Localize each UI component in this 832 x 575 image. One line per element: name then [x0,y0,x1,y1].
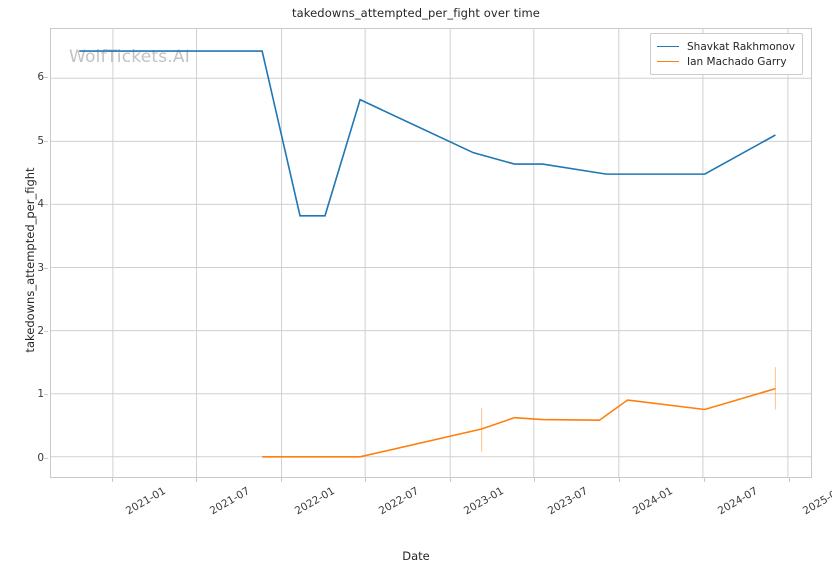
x-tick-mark-2 [281,478,283,482]
legend-swatch-1 [657,61,679,62]
x-tick-label-5: 2023-07 [545,485,590,518]
x-tick-mark-0 [112,478,114,482]
legend-item-1[interactable]: Ian Machado Garry [657,54,795,69]
legend-item-0[interactable]: Shavkat Rakhmonov [657,39,795,54]
x-tick-label-3: 2022-07 [376,485,421,518]
series-line-0 [79,50,776,217]
x-tick-label-8: 2025-01 [800,485,832,518]
y-tick-label-5: 5 [37,134,44,147]
chart-title: takedowns_attempted_per_fight over time [292,6,540,20]
y-tick-label-2: 2 [37,324,44,337]
x-tick-mark-7 [703,478,705,482]
chart-legend: Shavkat Rakhmonov Ian Machado Garry [650,33,803,75]
series-line-1 [262,387,776,458]
y-tick-mark-6 [44,77,48,79]
y-tick-label-6: 6 [37,71,44,84]
x-tick-label-0: 2021-01 [123,485,168,518]
y-tick-mark-0 [44,457,48,459]
x-tick-label-1: 2021-07 [207,485,252,518]
series-lines [79,50,777,458]
x-tick-label-6: 2024-01 [631,485,676,518]
y-tick-mark-2 [44,330,48,332]
y-tick-label-0: 0 [37,451,44,464]
x-axis-label: Date [402,549,430,563]
y-tick-mark-1 [44,394,48,396]
grid-lines [51,29,811,477]
x-tick-mark-5 [534,478,536,482]
plot-area: WolfTickets.AI [50,28,812,478]
y-axis-ticks: 0 1 2 3 4 5 6 [0,0,48,575]
x-tick-label-7: 2024-07 [715,485,760,518]
x-tick-mark-4 [450,478,452,482]
legend-swatch-0 [657,46,679,47]
y-tick-label-1: 1 [37,388,44,401]
y-tick-label-4: 4 [37,198,44,211]
x-tick-label-4: 2023-01 [462,485,507,518]
x-tick-label-2: 2022-01 [293,485,338,518]
y-tick-mark-4 [44,204,48,206]
y-tick-mark-5 [44,140,48,142]
x-tick-mark-1 [195,478,197,482]
legend-label-0: Shavkat Rakhmonov [687,40,795,53]
x-tick-mark-6 [619,478,621,482]
y-tick-label-3: 3 [37,261,44,274]
x-tick-mark-3 [364,478,366,482]
x-tick-mark-8 [788,478,790,482]
legend-label-1: Ian Machado Garry [687,55,787,68]
y-tick-mark-3 [44,267,48,269]
